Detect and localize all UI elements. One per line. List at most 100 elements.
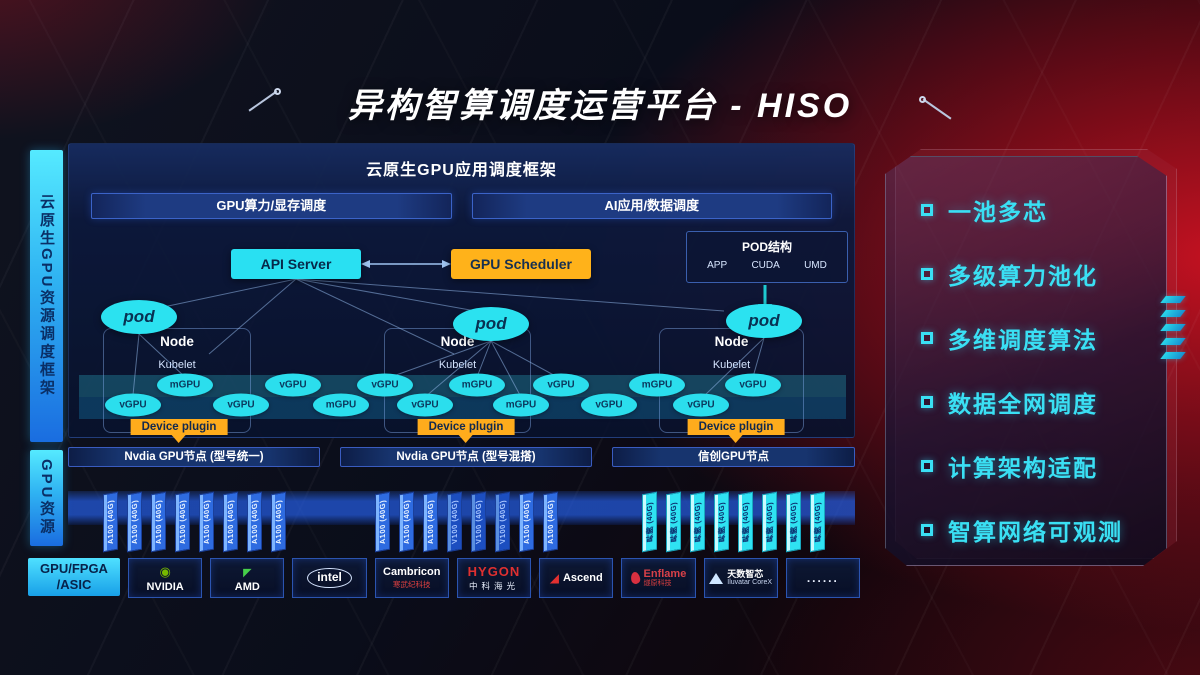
amd-vendor-box: AMD xyxy=(210,558,285,598)
gpu-group-nvidia-uniform: Nvdia GPU节点 (型号统一) A100 (40G) A100 (40G) A… xyxy=(68,447,320,553)
gpu-card-label: V100 (40G) xyxy=(497,499,507,545)
rail-cloud-native-gpu-framework: 云原生GPU资源调度框架 xyxy=(30,150,63,442)
api-server-box: API Server xyxy=(231,249,361,279)
k8s-diagram: API Server GPU Scheduler POD结构 APP CUDA … xyxy=(69,229,856,439)
checkbox-bullet-icon xyxy=(921,204,933,216)
feature-list: 一池多芯 多级算力池化 多维调度算法 数据全网调度 计算架构适配 智算网络可观测 xyxy=(921,196,1153,580)
iluvatar-logo-icon xyxy=(709,572,724,584)
gpu-card-label: A100 (40G) xyxy=(377,499,387,545)
feature-label: 一池多芯 xyxy=(948,199,1048,225)
pod-item-app: APP xyxy=(707,260,728,271)
more-vendors-label: ...... xyxy=(806,571,839,585)
gpu-card-label: 昇腾 (40G) xyxy=(645,501,654,543)
gpu-card-label: A100 (40G) xyxy=(177,499,187,545)
intel-vendor-box: intel xyxy=(292,558,367,598)
gpu-chip-vgpu: vGPU xyxy=(673,393,729,417)
gpu-group-xinchuang: 信创GPU节点 昇腾 (40G) 昇腾 (40G) 昇腾 (40G) 昇腾 (40G)… xyxy=(612,447,855,553)
gpu-card: A100 (40G) xyxy=(518,491,534,553)
gpu-card: A100 (40G) xyxy=(374,491,390,553)
gpu-card: A100 (40G) xyxy=(222,491,238,553)
gpu-card-label: A100 (40G) xyxy=(249,499,259,545)
feature-label: 智算网络可观测 xyxy=(948,519,1123,545)
nvidia-vendor-box: NVIDIA xyxy=(128,558,203,598)
device-plugin-3: Device plugin xyxy=(687,419,785,435)
enflame-logo-icon xyxy=(629,571,641,585)
gpu-card-label: A100 (40G) xyxy=(225,499,235,545)
pod-item-umd: UMD xyxy=(804,260,827,271)
pod-ellipse-1: pod xyxy=(101,300,177,334)
iluvatar-text: 天数智芯 Iluvatar CoreX xyxy=(727,569,772,587)
iluvatar-vendor-box: 天数智芯 Iluvatar CoreX xyxy=(703,558,778,598)
gpu-card: 昇腾 (40G) xyxy=(666,491,681,553)
gpu-card-label: 昇腾 (40G) xyxy=(669,501,678,543)
gpu-card-label: V100 (40G) xyxy=(473,499,483,545)
feature-label: 多维调度算法 xyxy=(948,327,1098,353)
gpu-group-title: Nvdia GPU节点 (型号统一) xyxy=(68,447,320,467)
ascend-logo-icon xyxy=(550,570,559,586)
gpu-card: A100 (40G) xyxy=(246,491,262,553)
amd-logo-icon xyxy=(243,564,251,580)
gpu-card: A100 (40G) xyxy=(398,491,414,553)
feature-label: 数据全网调度 xyxy=(948,391,1098,417)
gpu-card-label: A100 (40G) xyxy=(129,499,139,545)
lane-ai-app-data: AI应用/数据调度 xyxy=(471,193,832,219)
gpu-card-label: A100 (40G) xyxy=(105,499,115,545)
gpu-card: A100 (40G) xyxy=(542,491,558,553)
gpu-chip-vgpu: vGPU xyxy=(265,373,321,397)
enflame-name: Enflame xyxy=(643,567,687,580)
gpu-card-label: A100 (40G) xyxy=(201,499,211,545)
gpu-chip-vgpu: vGPU xyxy=(581,393,637,417)
gpu-card: 昇腾 (40G) xyxy=(738,491,753,553)
feature-panel-frame xyxy=(885,156,1167,566)
page-title: 异构智算调度运营平台 - HISO xyxy=(347,87,853,125)
pod-ellipse-2: pod xyxy=(453,307,529,341)
gpu-card-stack: A100 (40G) A100 (40G) A100 (40G) A100 (40G)… xyxy=(68,491,320,553)
lane-gpu-compute-memory: GPU算力/显存调度 xyxy=(91,193,452,219)
gpu-card: A100 (40G) xyxy=(270,491,286,553)
pod-structure-box: POD结构 APP CUDA UMD xyxy=(686,231,848,283)
gpu-card: A100 (40G) xyxy=(126,491,142,553)
checkbox-bullet-icon xyxy=(921,524,933,536)
gpu-card: 昇腾 (40G) xyxy=(810,491,825,553)
gpu-card-label: V100 (40G) xyxy=(449,499,459,545)
gpu-chip-mgpu: mGPU xyxy=(313,393,369,417)
cambricon-vendor-box: Cambricon 寒武纪科技 xyxy=(374,558,449,598)
framework-title: 云原生GPU应用调度框架 xyxy=(366,162,557,179)
device-plugin-1: Device plugin xyxy=(130,419,228,435)
gpu-card-label: 昇腾 (40G) xyxy=(813,501,822,543)
nvidia-logo-icon xyxy=(159,564,170,580)
gpu-card: 昇腾 (40G) xyxy=(714,491,729,553)
vendor-list: NVIDIA AMD intel Cambricon 寒武纪科技 HYGON 中科海光 Asc… xyxy=(128,558,860,598)
gpu-scheduler-box: GPU Scheduler xyxy=(451,249,591,279)
gpu-card-label: 昇腾 (40G) xyxy=(789,501,798,543)
feature-item: 数据全网调度 xyxy=(921,388,1153,417)
gpu-card-label: 昇腾 (40G) xyxy=(717,501,726,543)
gpu-card-label: A100 (40G) xyxy=(153,499,163,545)
enflame-vendor-box: Enflame 燧原科技 xyxy=(621,558,696,598)
cambricon-name: Cambricon xyxy=(383,566,441,578)
gpu-card: A100 (40G) xyxy=(174,491,190,553)
gpu-card-stack: 昇腾 (40G) 昇腾 (40G) 昇腾 (40G) 昇腾 (40G) 昇腾 (40G)… xyxy=(612,491,855,553)
gpu-group-nvidia-mixed: Nvdia GPU节点 (型号混搭) A100 (40G) A100 (40G) A… xyxy=(340,447,592,553)
gpu-card: V100 (40G) xyxy=(494,491,510,553)
checkbox-bullet-icon xyxy=(921,460,933,472)
pod-ellipse-3: pod xyxy=(726,304,802,338)
gpu-chip-vgpu: vGPU xyxy=(213,393,269,417)
gpu-card: A100 (40G) xyxy=(150,491,166,553)
node-label: Node xyxy=(160,334,194,349)
gpu-card: 昇腾 (40G) xyxy=(690,491,705,553)
feature-item: 智算网络可观测 xyxy=(921,516,1153,545)
enflame-text: Enflame 燧原科技 xyxy=(643,567,687,588)
hygon-name: HYGON xyxy=(467,564,521,579)
gpu-chip-mgpu: mGPU xyxy=(157,373,213,397)
enflame-subtitle: 燧原科技 xyxy=(643,580,672,588)
device-plugin-2: Device plugin xyxy=(417,419,515,435)
hygon-vendor-box: HYGON 中科海光 xyxy=(456,558,532,598)
intel-logo-icon: intel xyxy=(307,568,352,588)
gpu-chip-vgpu: vGPU xyxy=(397,393,453,417)
ascend-row: Ascend xyxy=(550,570,603,586)
gpu-card: 昇腾 (40G) xyxy=(642,491,657,553)
gpu-card: V100 (40G) xyxy=(470,491,486,553)
gpu-card: A100 (40G) xyxy=(422,491,438,553)
gpu-card: 昇腾 (40G) xyxy=(786,491,801,553)
